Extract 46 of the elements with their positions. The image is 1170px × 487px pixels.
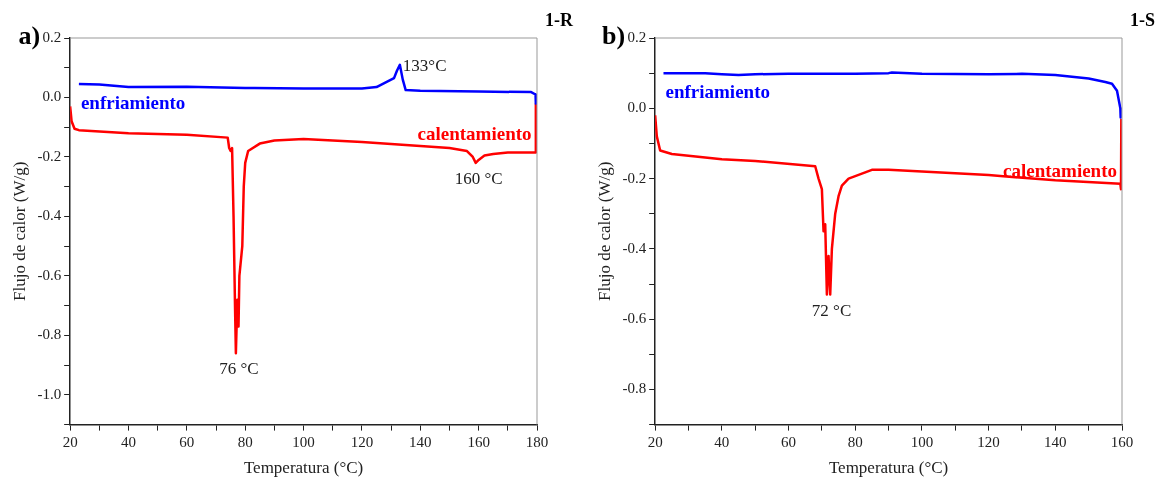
y-tick-label: -0.2: [622, 169, 647, 186]
chart-title: b): [602, 21, 626, 50]
x-tick-label: 160: [1110, 433, 1134, 450]
y-tick-label: -0.4: [37, 207, 62, 224]
series-label: enfriamiento: [80, 91, 186, 113]
x-tick-label: 100: [910, 433, 934, 450]
x-tick-label: 20: [647, 433, 663, 450]
x-tick-label: 40: [121, 433, 136, 450]
y-tick-label: -0.4: [622, 239, 647, 256]
y-axis-title: Flujo de calor (W/g): [594, 161, 614, 301]
x-tick-label: 120: [977, 433, 1000, 450]
series-label: calentamiento: [1003, 159, 1117, 181]
y-tick-label: -0.2: [37, 147, 62, 164]
x-tick-label: 60: [781, 433, 797, 450]
x-tick-label: 80: [847, 433, 863, 450]
y-tick-label: -1.0: [37, 385, 62, 402]
annotation: 76 °C: [219, 359, 259, 379]
annotation: 133°C: [402, 55, 447, 75]
chart-title: a): [18, 21, 41, 50]
y-tick-label: -0.8: [622, 380, 647, 397]
x-tick-label: 120: [350, 433, 374, 450]
annotation: 160 °C: [454, 168, 503, 188]
chart-subtitle: 1-S: [1130, 10, 1156, 30]
x-axis-title: Temperatura (°C): [828, 458, 949, 478]
x-tick-label: 140: [409, 433, 432, 450]
chart-subtitle: 1-R: [545, 10, 574, 30]
x-tick-label: 100: [292, 433, 315, 450]
x-tick-label: 160: [467, 433, 490, 450]
y-tick-label: -0.6: [622, 310, 647, 327]
y-tick-label: -0.6: [37, 266, 62, 283]
y-tick-label: 0.2: [627, 28, 647, 45]
x-tick-label: 80: [237, 433, 253, 450]
x-tick-label: 140: [1044, 433, 1067, 450]
x-tick-label: 180: [525, 433, 549, 450]
x-tick-label: 20: [62, 433, 78, 450]
x-tick-label: 40: [714, 433, 730, 450]
y-tick-label: 0.2: [42, 28, 62, 45]
y-tick-label: -0.8: [37, 326, 62, 343]
x-axis-title: Temperatura (°C): [243, 458, 364, 478]
x-tick-label: 60: [179, 433, 195, 450]
series-label: enfriamiento: [665, 80, 770, 102]
y-tick-label: 0.0: [42, 88, 62, 105]
y-tick-label: 0.0: [627, 99, 647, 116]
series-label: calentamiento: [417, 122, 532, 144]
annotation: 72 °C: [811, 300, 852, 320]
y-axis-title: Flujo de calor (W/g): [9, 161, 29, 301]
